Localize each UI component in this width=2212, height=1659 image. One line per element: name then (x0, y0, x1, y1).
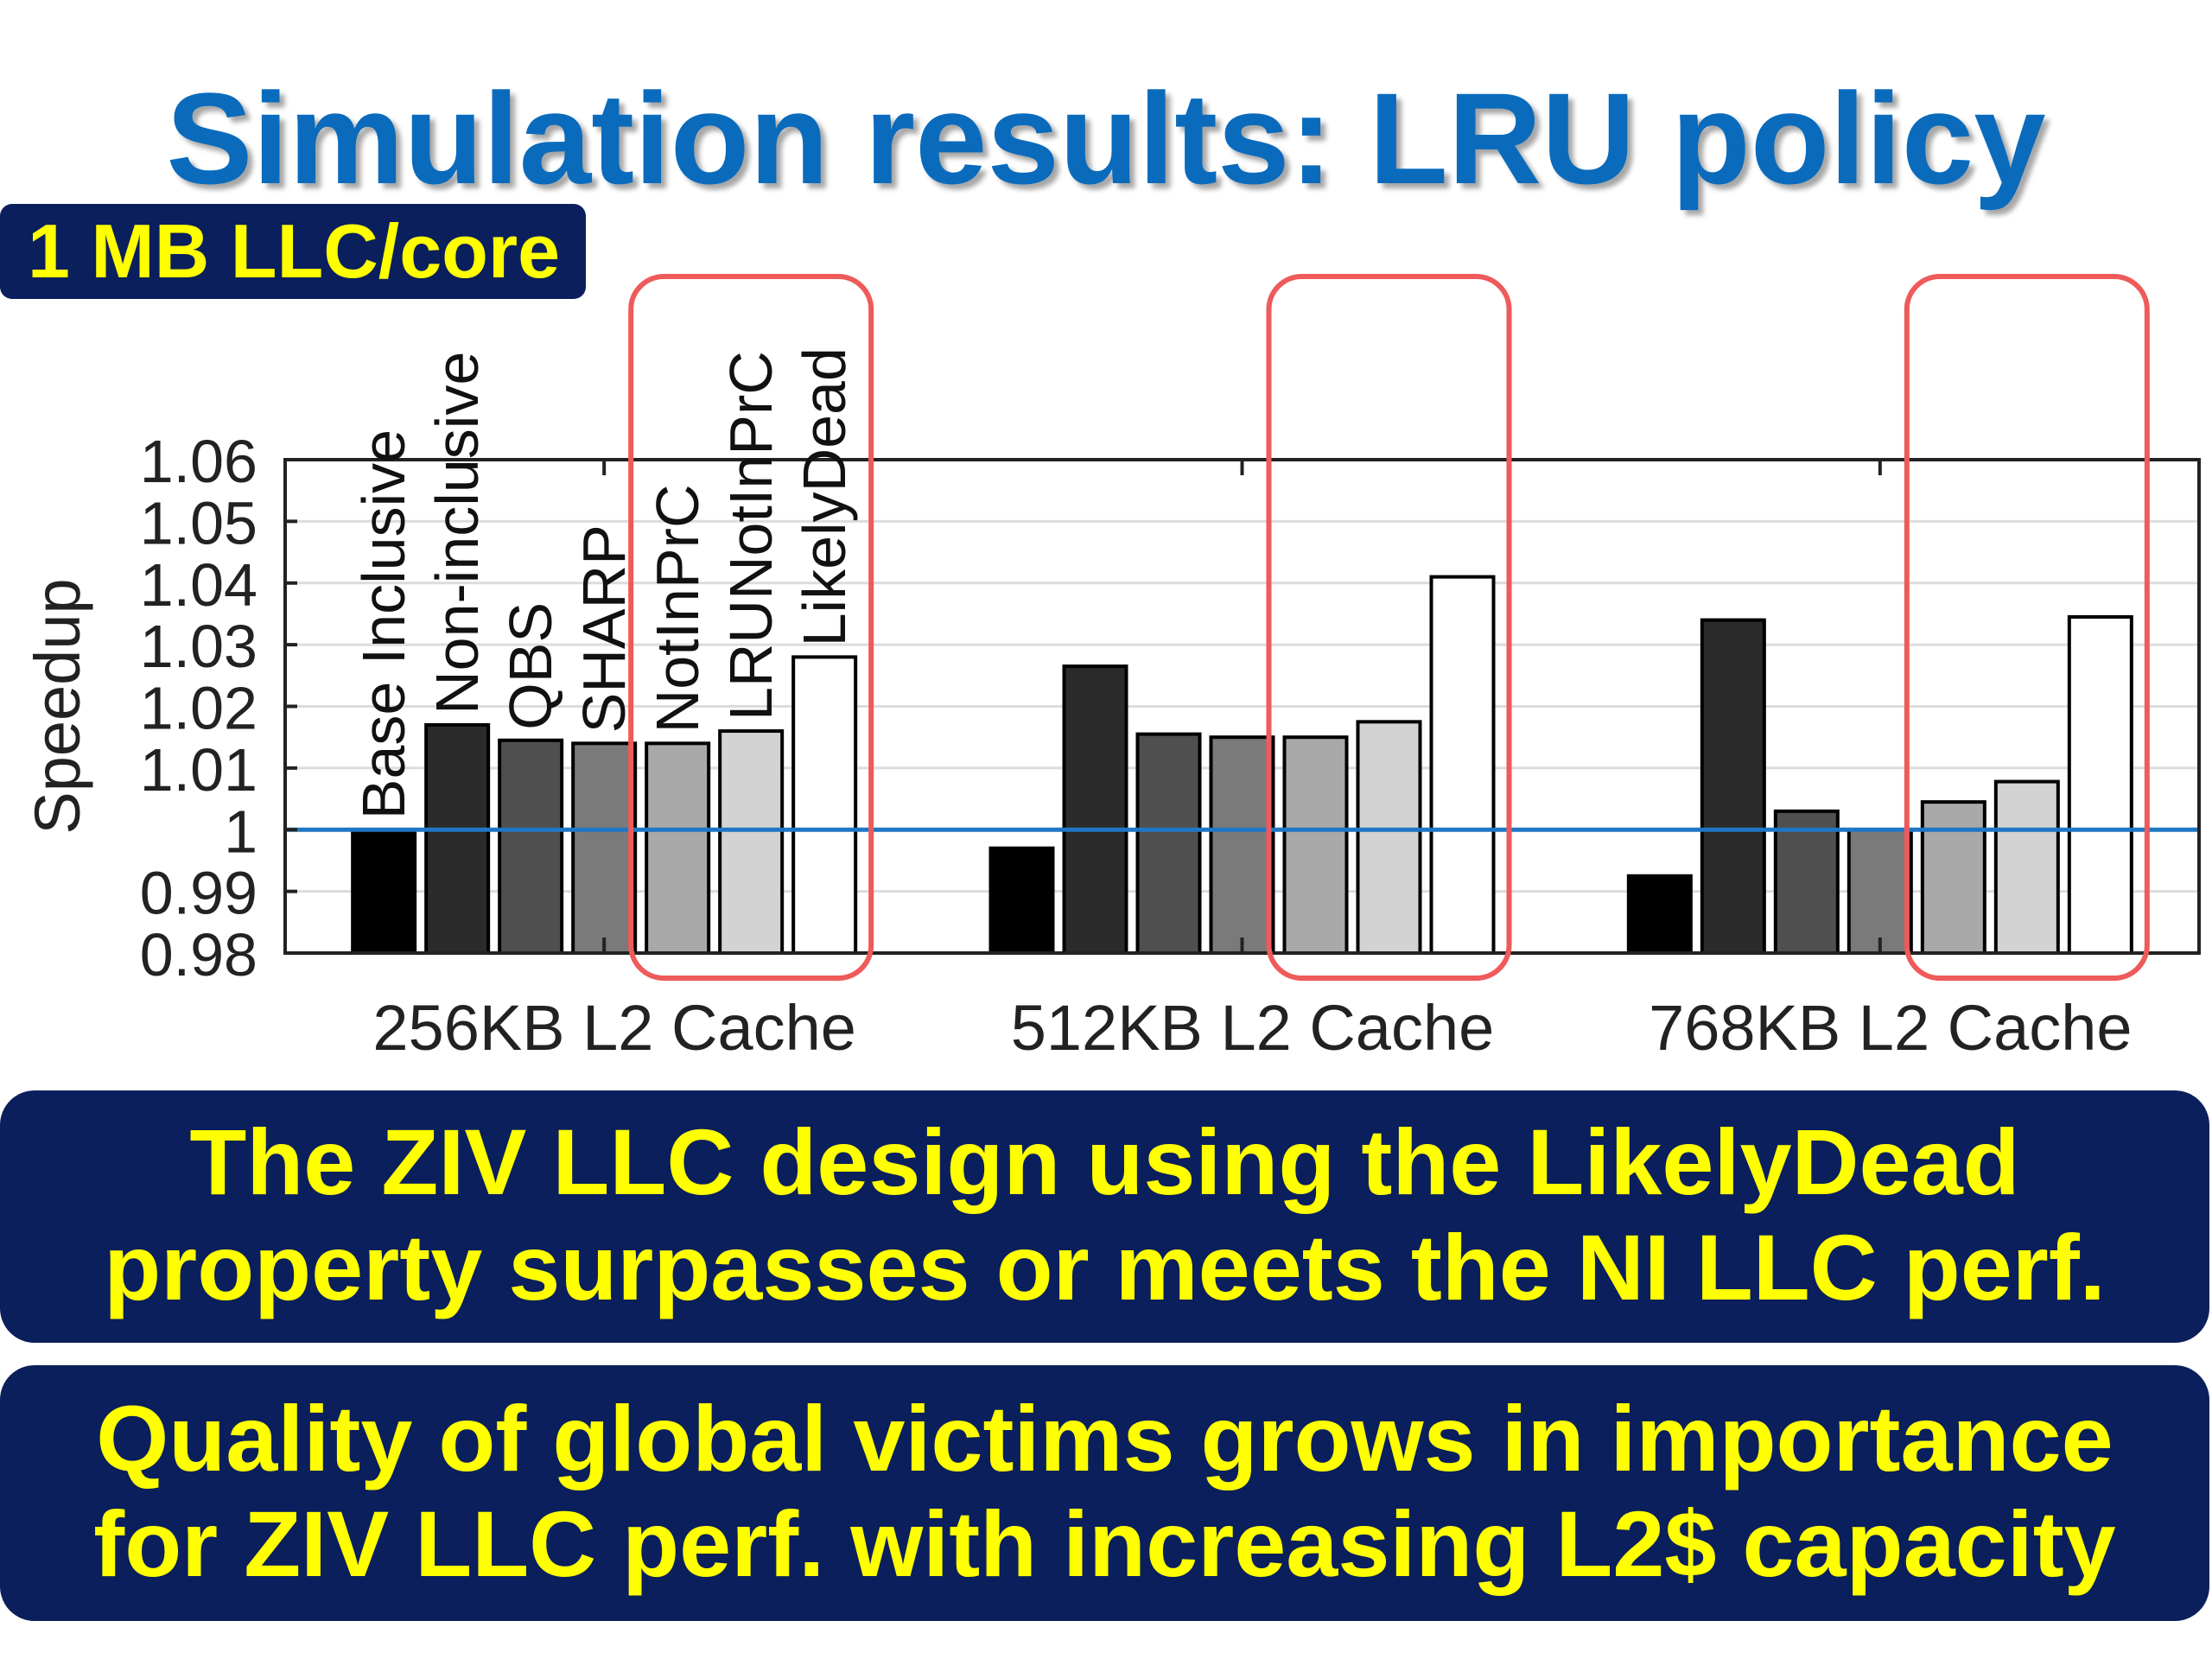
bar-sharp (1209, 735, 1275, 955)
callout-2-line-2: for ZIV LLC perf. with increasing L2$ ca… (93, 1491, 2116, 1596)
series-label-base-inclusive: Base Inclusive (350, 429, 417, 819)
x-category-label: 256KB L2 Cache (372, 992, 856, 1064)
y-tick-label: 1.05 (140, 489, 257, 556)
bar-notinprc (645, 741, 711, 956)
bar-sharp (571, 741, 638, 956)
series-label-lrunotinprc: LRUNotInPrC (717, 351, 785, 721)
series-label-notinprc: NotInPrC (644, 484, 711, 733)
series-label-likelydead: LikelyDead (791, 347, 858, 646)
callout-likelydead: The ZIV LLC design using the LikelyDead … (0, 1090, 2209, 1343)
y-tick-label: 0.98 (140, 921, 257, 988)
callout-global-victims: Quality of global victims grows in impor… (0, 1365, 2209, 1621)
bar-likelydead (791, 655, 858, 956)
highlight-box (628, 274, 874, 981)
bar-likelydead (1429, 575, 1496, 955)
y-tick-label: 1.06 (140, 428, 257, 495)
bar-base-inclusive (351, 828, 417, 955)
bar-qbs (498, 738, 564, 955)
highlight-box (1266, 274, 1512, 981)
callout-2-line-1: Quality of global victims grows in impor… (96, 1386, 2113, 1491)
bar-lrunotinprc (1993, 779, 2060, 956)
bar-lrunotinprc (1356, 720, 1422, 955)
bar-base-inclusive (1626, 874, 1693, 955)
y-tick-label: 1.04 (140, 551, 257, 619)
y-tick-label: 1 (224, 798, 257, 865)
bar-sharp (1847, 828, 1913, 955)
series-label-qbs: QBS (497, 602, 564, 730)
bar-non-inclusive (1062, 664, 1128, 955)
bar-base-inclusive (988, 846, 1055, 955)
bar-lrunotinprc (718, 729, 785, 955)
series-label-non-inclusive: Non-inclusive (423, 352, 491, 715)
callout-1-line-2: property surpasses or meets the NI LLC p… (104, 1215, 2106, 1319)
callout-1-line-1: The ZIV LLC design using the LikelyDead (189, 1109, 2020, 1214)
bar-qbs (1135, 732, 1202, 956)
slide-title: Simulation results: LRU policy (166, 66, 2046, 211)
llc-size-badge: 1 MB LLC/core (0, 204, 587, 299)
x-category-label: 768KB L2 Cache (1649, 992, 2133, 1064)
y-axis-label: Speedup (22, 578, 93, 834)
bar-notinprc (1920, 800, 1986, 955)
series-label-sharp: SHARP (570, 524, 638, 733)
bar-non-inclusive (1700, 618, 1766, 955)
y-tick-label: 1.02 (140, 675, 257, 742)
x-category-label: 512KB L2 Cache (1011, 992, 1495, 1064)
bar-likelydead (2067, 615, 2133, 955)
bar-notinprc (1282, 735, 1349, 955)
y-tick-label: 1.03 (140, 613, 257, 680)
bar-non-inclusive (424, 722, 491, 955)
y-tick-label: 0.99 (140, 860, 257, 927)
bar-qbs (1773, 809, 1840, 956)
highlight-box (1904, 274, 2150, 981)
y-tick-label: 1.01 (140, 736, 257, 804)
